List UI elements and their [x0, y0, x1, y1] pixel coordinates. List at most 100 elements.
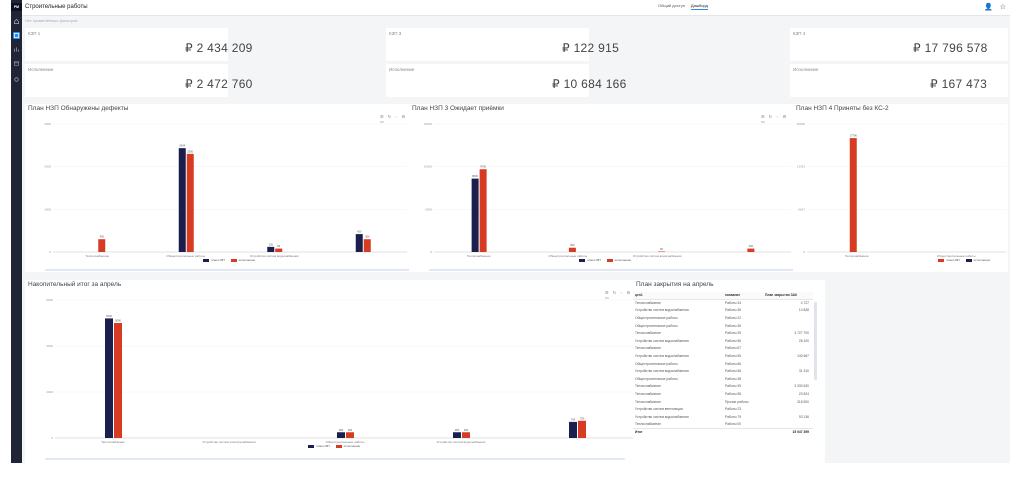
table-cell: 3 330 620 — [794, 384, 809, 389]
column-header[interactable]: цеп1 — [633, 292, 723, 300]
bar-data-label: 420 — [357, 230, 362, 234]
column-header[interactable]: План закрытия ЗАК — [763, 292, 813, 300]
bar[interactable] — [346, 432, 354, 438]
legend-label: исполнение — [614, 258, 632, 262]
table-row[interactable]: Теплоснабжение Работы 39 4 727 700 — [633, 329, 813, 337]
bar[interactable] — [355, 234, 363, 252]
horizontal-scrollbar[interactable] — [45, 269, 415, 271]
home-nav-icon[interactable] — [13, 18, 20, 25]
table-row[interactable]: Теплоснабжение Работы 67 — [633, 345, 813, 353]
bar[interactable] — [568, 247, 576, 252]
y-tick-label: 5000 — [425, 207, 432, 211]
bar[interactable] — [186, 153, 194, 252]
table-row[interactable]: Теплоснабжение Работы 39 3 330 620 — [633, 383, 813, 391]
table-row[interactable]: Устройство систем вентиляции Работы 23 — [633, 405, 813, 413]
bar[interactable] — [479, 169, 487, 252]
tab-shared-access[interactable]: Общий доступ — [658, 3, 685, 8]
horizontal-scrollbar[interactable] — [45, 458, 625, 460]
bar[interactable] — [267, 246, 275, 252]
table-cell: Теплоснабжение — [635, 384, 661, 389]
data-nav-icon[interactable] — [13, 60, 20, 67]
bar[interactable] — [98, 239, 106, 252]
bar-data-label: 5000 — [115, 319, 121, 323]
bar[interactable] — [275, 248, 283, 252]
table-row[interactable]: Общестроительные работы Работы 22 — [633, 314, 813, 322]
legend-swatch — [579, 258, 585, 262]
favorite-star-icon[interactable]: ☆ — [999, 4, 1006, 11]
kpi-card-3: КЗП 4 ₽ 17 796 578 — [790, 28, 1008, 61]
vertical-scrollbar[interactable] — [814, 302, 817, 380]
dashboard-nav-icon[interactable] — [13, 32, 20, 39]
bar[interactable] — [462, 432, 470, 438]
table-row[interactable]: Устройство систем водоснабжения Работы 55… — [633, 352, 813, 360]
table-cell: Работы 36 — [725, 308, 742, 313]
settings-nav-icon[interactable] — [13, 76, 20, 83]
table-cell: Общестроительные работы — [635, 323, 678, 328]
table-cell: Теплоснабжение — [635, 331, 661, 336]
table-cell: 23 824 — [798, 391, 809, 396]
table-cell — [763, 322, 813, 330]
bar[interactable] — [747, 248, 755, 252]
chart-toolbar[interactable]: ☰ ↻ ◌ ⚙ ▭ — [605, 290, 632, 300]
kpi-label: Исполнение — [389, 67, 415, 72]
bar-data-label: 250 — [348, 428, 353, 432]
kpi-label: КЗП 3 — [389, 31, 402, 36]
bar[interactable] — [105, 318, 113, 438]
column-header[interactable]: название — [723, 292, 763, 300]
x-tick-label: Общестроительные работы — [166, 254, 205, 258]
table-row[interactable]: Устройство систем водоснабжения Работы 36… — [633, 307, 813, 315]
tab-dashboard[interactable]: Дашборд — [690, 3, 708, 10]
x-tick-label: Общестроительные работы — [548, 254, 587, 258]
table-row[interactable]: Теплоснабжение Работы 00 — [633, 421, 813, 429]
table-row[interactable]: Теплоснабжение Прочие работы 218 500 — [633, 398, 813, 406]
bar-data-label: 2434 — [179, 144, 185, 148]
user-icon[interactable]: 👤 — [984, 4, 993, 11]
table-row[interactable]: Устройство систем водоснабжения Работы 79… — [633, 413, 813, 421]
bar[interactable] — [363, 239, 371, 252]
bar-data-label: 60 — [660, 247, 663, 251]
bar[interactable] — [337, 432, 345, 438]
table-cell: Работы 55 — [725, 353, 742, 358]
table-row[interactable]: Теплоснабжение Работы 34 4 727 — [633, 299, 813, 307]
kpi-card-6: Исполнение ₽ 167 473 — [790, 64, 1008, 97]
table-cell: Устройство систем водоснабжения — [635, 308, 689, 313]
table-row[interactable]: Общестроительные работы Работы 36 — [633, 322, 813, 330]
table-total-row: Итог 15 047 399 — [633, 427, 813, 436]
chart-panel-no-ks2: План НЗП 4 Приняты без КС-2 0 6667 13333 20… — [793, 104, 1008, 272]
chart-toolbar[interactable]: ☰ ↻ ◌ ⚙ ▭ — [380, 114, 407, 124]
horizontal-scrollbar[interactable] — [429, 269, 799, 271]
bar[interactable] — [178, 148, 186, 252]
x-tick-label: Теплоснабжение — [85, 254, 109, 258]
bar[interactable] — [578, 420, 586, 438]
y-tick-label: 3000 — [44, 122, 51, 126]
bar[interactable] — [471, 178, 479, 252]
kpi-value: ₽ 2 472 760 — [185, 77, 253, 91]
table-cell — [763, 405, 813, 413]
bar-data-label: 9700 — [480, 165, 486, 169]
bar[interactable] — [658, 251, 666, 252]
bar[interactable] — [114, 323, 122, 438]
x-tick-label: Общестроительные работы — [326, 440, 365, 444]
filter-bar[interactable]: Нет применённых фильтров — [22, 16, 1010, 26]
legend-label: план НЗП — [211, 258, 225, 262]
table-row[interactable]: Теплоснабжение Работы 58 23 824 — [633, 390, 813, 398]
table-row[interactable]: Устройство систем водоснабжения Работы 66… — [633, 367, 813, 375]
legend-swatch — [203, 258, 209, 262]
chart-toolbar[interactable]: ☰ ↻ ◌ ⚙ ▭ — [761, 114, 788, 124]
y-tick-label: 13333 — [797, 165, 806, 169]
kpi-value: ₽ 17 796 578 — [913, 41, 988, 55]
bar-data-label: 250 — [455, 428, 460, 432]
x-tick-label: Устройство систем водоснабжения — [437, 440, 486, 444]
bar[interactable] — [849, 138, 857, 252]
bar-chart-awaiting: 0 5000 10000 15000 8600 9700 Теплоснабжение 500… — [424, 122, 791, 258]
chart-nav-icon[interactable] — [13, 46, 20, 53]
table-row[interactable]: Устройство систем водоснабжения Работы 56… — [633, 337, 813, 345]
table-row[interactable]: Общестроительные работы Работы 66 — [633, 360, 813, 368]
bar[interactable] — [453, 432, 461, 438]
y-tick-label: 6667 — [798, 207, 805, 211]
table-cell: Теплоснабжение — [635, 422, 661, 427]
bar[interactable] — [569, 421, 577, 438]
kpi-label: КЗП 1 — [28, 31, 41, 36]
table-cell: 31 310 — [798, 369, 809, 374]
table-row[interactable]: Общестроительные работы Работы 38 — [633, 375, 813, 383]
